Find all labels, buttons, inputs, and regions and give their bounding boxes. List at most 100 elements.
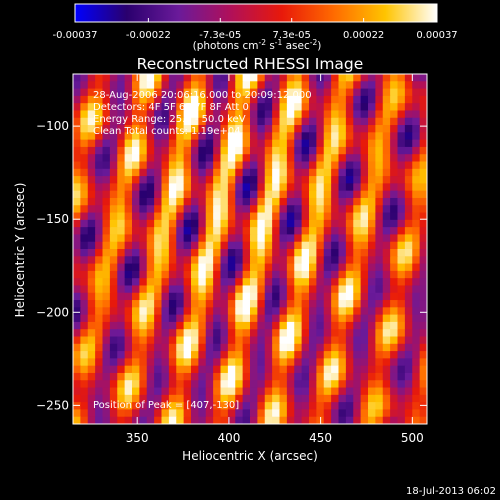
heatmap-cell — [309, 336, 317, 345]
heatmap-cell — [257, 103, 266, 112]
heatmap-cell — [95, 278, 104, 287]
heatmap-cell — [279, 132, 288, 141]
heatmap-cell — [205, 103, 214, 112]
heatmap-cell — [124, 285, 133, 294]
heatmap-cell — [73, 154, 81, 163]
heatmap-cell — [323, 241, 332, 250]
heatmap-cell — [301, 197, 310, 206]
heatmap-cell — [257, 285, 266, 294]
heatmap-cell — [242, 197, 251, 206]
heatmap-cell — [257, 197, 266, 206]
heatmap-cell — [191, 117, 199, 126]
heatmap-cell — [375, 351, 384, 359]
heatmap-cell — [124, 372, 133, 381]
heatmap-cell — [316, 329, 325, 338]
heatmap-cell — [73, 176, 81, 184]
heatmap-cell — [301, 394, 310, 403]
y-axis-tick-labels: −100−150−200−250 — [36, 119, 69, 412]
heatmap-cell — [235, 81, 244, 90]
heatmap-cell — [257, 380, 266, 389]
heatmap-cell — [198, 292, 207, 301]
heatmap-cell — [309, 212, 317, 221]
heatmap-cell — [176, 212, 185, 221]
x-axis-tick-labels: 350 400 450 500 — [126, 431, 424, 445]
heatmap-cell — [375, 176, 384, 184]
heatmap-cell — [368, 241, 376, 250]
heatmap-cell — [191, 74, 199, 82]
heatmap-cell — [191, 270, 199, 279]
heatmap-cell — [419, 372, 427, 381]
heatmap-cell — [146, 146, 155, 155]
heatmap-cell — [183, 270, 192, 279]
heatmap-cell — [345, 249, 354, 257]
heatmap-cell — [375, 343, 384, 352]
heatmap-cell — [257, 74, 266, 82]
heatmap-cell — [183, 125, 192, 133]
heatmap-cell — [227, 329, 236, 338]
heatmap-cell — [205, 117, 214, 126]
heatmap-cell — [331, 81, 340, 90]
heatmap-cell — [124, 329, 133, 338]
heatmap-cell — [198, 321, 207, 330]
heatmap-cell — [161, 110, 170, 119]
heatmap-cell — [132, 125, 140, 133]
heatmap-cell — [286, 74, 295, 82]
heatmap-cell — [220, 336, 229, 345]
heatmap-cell — [73, 351, 81, 359]
heatmap-cell — [132, 409, 140, 418]
heatmap-cell — [294, 351, 303, 359]
heatmap-cell — [117, 307, 126, 316]
heatmap-cell — [272, 285, 281, 294]
heatmap-cell — [205, 249, 214, 257]
heatmap-cell — [309, 380, 317, 389]
heatmap-cell — [95, 125, 104, 133]
heatmap-cell — [323, 285, 332, 294]
heatmap-cell — [220, 394, 229, 403]
heatmap-cell — [382, 110, 391, 119]
heatmap-cell — [294, 241, 303, 250]
heatmap-cell — [146, 343, 155, 352]
heatmap-cell — [73, 343, 81, 352]
heatmap-cell — [102, 205, 111, 214]
heatmap-cell — [117, 125, 126, 133]
heatmap-cell — [345, 358, 354, 367]
heatmap-cell — [353, 249, 362, 257]
heatmap-cell — [404, 161, 413, 170]
heatmap-cell — [139, 372, 148, 381]
heatmap-cell — [73, 110, 81, 119]
heatmap-cell — [404, 394, 413, 403]
heatmap-cell — [242, 219, 251, 228]
heatmap-cell — [109, 125, 118, 133]
heatmap-cell — [102, 154, 111, 163]
heatmap-cell — [235, 95, 244, 104]
heatmap-cell — [250, 161, 258, 170]
heatmap-cell — [154, 387, 163, 396]
heatmap-cell — [375, 292, 384, 301]
heatmap-cell — [198, 256, 207, 265]
heatmap-cell — [102, 110, 111, 119]
heatmap-cell — [353, 183, 362, 192]
heatmap-cell — [390, 263, 399, 272]
heatmap-cell — [345, 146, 354, 155]
heatmap-cell — [294, 263, 303, 272]
heatmap-cell — [272, 190, 281, 199]
heatmap-cell — [397, 132, 406, 141]
heatmap-cell — [375, 300, 384, 308]
heatmap-cell — [205, 146, 214, 155]
heatmap-cell — [382, 292, 391, 301]
heatmap-cell — [198, 74, 207, 82]
heatmap-cell — [205, 205, 214, 214]
heatmap-cell — [272, 212, 281, 221]
heatmap-cell — [279, 329, 288, 338]
heatmap-cell — [205, 110, 214, 119]
heatmap-cell — [139, 387, 148, 396]
heatmap-cell — [124, 190, 133, 199]
heatmap-cell — [117, 372, 126, 381]
heatmap-cell — [235, 234, 244, 243]
heatmap-cell — [109, 81, 118, 90]
heatmap-cell — [168, 154, 177, 163]
heatmap-cell — [404, 343, 413, 352]
heatmap-cell — [242, 227, 251, 236]
heatmap-cell — [235, 402, 244, 411]
heatmap-cell — [80, 256, 89, 265]
